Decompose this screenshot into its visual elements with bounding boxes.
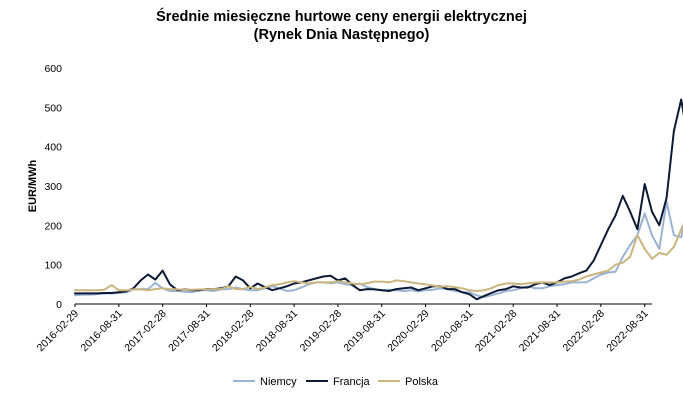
chart-title-line-1: Średnie miesięczne hurtowe ceny energii … <box>156 9 527 25</box>
legend-label: Polska <box>405 376 439 388</box>
x-tick-label: 2018-02-28 <box>210 308 257 355</box>
x-tick-label: 2022-08-31 <box>604 308 651 355</box>
x-tick-label: 2017-02-28 <box>122 308 169 355</box>
legend: Niemcy Francja Polska <box>233 376 439 388</box>
x-tick-label: 2022-02-28 <box>561 308 608 355</box>
x-tick-label: 2019-08-31 <box>341 308 388 355</box>
chart-title: Średnie miesięczne hurtowe ceny energii … <box>0 8 683 44</box>
x-tick-label: 2016-08-31 <box>78 308 125 355</box>
series-line-1 <box>74 200 683 299</box>
x-tick-label: 2018-08-31 <box>254 308 301 355</box>
y-axis-label: EUR/MWh <box>27 159 39 212</box>
series-lines <box>74 98 683 301</box>
x-tick-label: 2020-02-29 <box>385 308 432 355</box>
y-tick-label: 600 <box>44 63 62 75</box>
y-tick-label: 200 <box>44 220 62 232</box>
y-tick-label: 500 <box>44 102 62 114</box>
y-tick-label: 0 <box>56 299 62 311</box>
x-tick-label: 2021-02-28 <box>473 308 520 355</box>
series-line-2 <box>74 98 683 301</box>
x-tick-label: 2017-08-31 <box>166 308 213 355</box>
y-tick-label: 100 <box>44 260 62 272</box>
axes: 0 100 200 300 400 500 600 EUR/MWh 2016-02-292016… <box>27 63 652 354</box>
chart-title-line-2: (Rynek Dnia Następnego) <box>253 27 430 43</box>
y-tick-label: 300 <box>44 181 62 193</box>
x-tick-label: 2020-08-31 <box>429 308 476 355</box>
series-line-3 <box>74 223 683 292</box>
y-tick-label: 400 <box>44 142 62 154</box>
legend-label: Niemcy <box>260 376 297 388</box>
x-tick-label: 2016-02-29 <box>35 308 82 355</box>
x-tick-label: 2021-08-31 <box>517 308 564 355</box>
x-tick-label: 2019-02-28 <box>298 308 345 355</box>
legend-label: Francja <box>333 376 371 388</box>
